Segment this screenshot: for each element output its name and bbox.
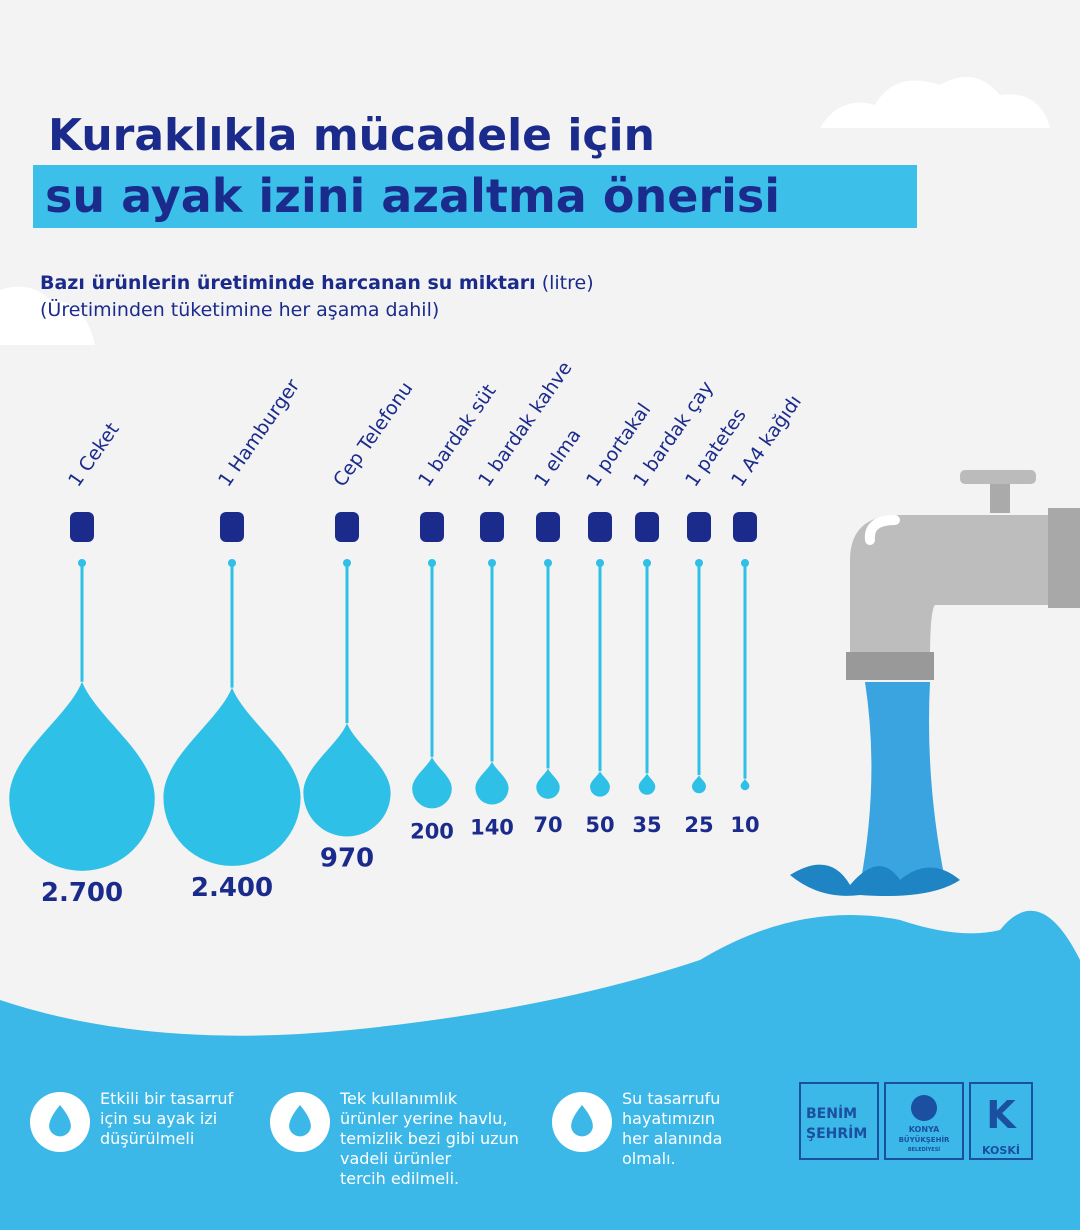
icon bbox=[733, 512, 757, 542]
connector-dot bbox=[78, 559, 86, 567]
title-band bbox=[33, 165, 917, 228]
drop bbox=[590, 770, 610, 797]
subtitle-bold: Bazı ürünlerin üretiminde harcanan su mi… bbox=[40, 272, 536, 294]
water-wave bbox=[0, 910, 1080, 1230]
icon bbox=[335, 512, 359, 542]
drop bbox=[303, 723, 391, 837]
connector-dot bbox=[643, 559, 651, 567]
drop bbox=[638, 773, 656, 795]
value-label: 140 bbox=[470, 816, 514, 840]
logo-text: KOSKİ bbox=[982, 1143, 1020, 1157]
connector-dot bbox=[596, 559, 604, 567]
value-label: 2.700 bbox=[41, 878, 123, 908]
icon bbox=[70, 512, 94, 542]
icon bbox=[687, 512, 711, 542]
icon bbox=[536, 512, 560, 542]
value-label: 10 bbox=[730, 813, 759, 837]
title: Kuraklıkla mücadele için bbox=[48, 110, 655, 161]
tip-text: Etkili bir tasarruf bbox=[100, 1089, 234, 1108]
drop bbox=[740, 778, 750, 791]
value-label: 200 bbox=[410, 819, 454, 843]
tip-icon-glyph bbox=[49, 1105, 71, 1137]
title: su ayak izini azaltma önerisi bbox=[45, 169, 780, 223]
drop bbox=[536, 768, 560, 799]
logos: BENİM ŞEHRİM KONYA BÜYÜKŞEHİR BELEDİYESİ… bbox=[799, 1082, 1033, 1160]
drop bbox=[475, 761, 509, 805]
unit: (litre) bbox=[542, 272, 594, 294]
tip-text: için su ayak izi bbox=[100, 1109, 217, 1128]
tip-text: düşürülmeli bbox=[100, 1129, 194, 1148]
icon bbox=[220, 512, 244, 542]
icon bbox=[635, 512, 659, 542]
clouds bbox=[0, 77, 1050, 345]
note: (Üretiminden tüketimine her aşama dahil) bbox=[40, 298, 439, 321]
value-label: 70 bbox=[533, 813, 562, 837]
connector-dot bbox=[488, 559, 496, 567]
icon bbox=[420, 512, 444, 542]
drop bbox=[9, 681, 155, 871]
drop bbox=[163, 687, 301, 866]
tip-text: Su tasarrufu bbox=[622, 1089, 720, 1108]
connector-dot bbox=[741, 559, 749, 567]
connector-dot bbox=[428, 559, 436, 567]
tip-text: Tek kullanımlık bbox=[339, 1089, 458, 1108]
connector-dot bbox=[695, 559, 703, 567]
connector-dot bbox=[544, 559, 552, 567]
logo-text: BELEDİYESİ bbox=[908, 1146, 940, 1153]
logo-mark: K bbox=[986, 1093, 1017, 1137]
connector-dot bbox=[343, 559, 351, 567]
value-label: 35 bbox=[632, 813, 661, 837]
tip-text: ürünler yerine havlu, bbox=[340, 1109, 507, 1128]
icon bbox=[588, 512, 612, 542]
value-label: 2.400 bbox=[191, 873, 273, 903]
value-label: 25 bbox=[684, 813, 713, 837]
icon bbox=[480, 512, 504, 542]
logo-text: BENİM bbox=[806, 1105, 857, 1122]
tip-text: olmalı. bbox=[622, 1149, 676, 1168]
logo-text: BÜYÜKŞEHİR bbox=[899, 1135, 950, 1144]
logo-text: ŞEHRİM bbox=[806, 1125, 867, 1142]
tip-icon-glyph bbox=[571, 1105, 593, 1137]
tip-text: temizlik bezi gibi uzun bbox=[340, 1129, 519, 1148]
faucet bbox=[790, 470, 1080, 896]
drop bbox=[692, 775, 706, 794]
tip-text: hayatımızın bbox=[622, 1109, 715, 1128]
tip-text: her alanında bbox=[622, 1129, 722, 1148]
tip-text: vadeli ürünler bbox=[340, 1149, 452, 1168]
subtitle: Bazı ürünlerin üretiminde harcanan su mi… bbox=[40, 272, 594, 294]
tip-icon-glyph bbox=[289, 1105, 311, 1137]
value-label: 970 bbox=[320, 843, 374, 873]
value-label: 50 bbox=[585, 813, 614, 837]
connector-dot bbox=[228, 559, 236, 567]
drop bbox=[412, 756, 452, 809]
logo-text: KONYA bbox=[909, 1125, 940, 1134]
tip-text: tercih edilmeli. bbox=[340, 1169, 459, 1188]
